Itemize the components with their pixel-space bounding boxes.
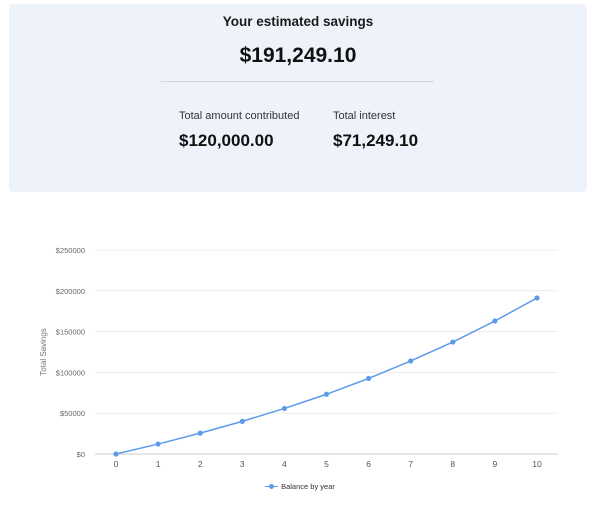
x-tick-label: 1 [156,459,161,469]
data-point [197,430,203,436]
y-tick-label: $50000 [60,409,85,418]
y-tick-label: $200000 [56,287,85,296]
x-tick-label: 4 [282,459,287,469]
total-contributed-label: Total amount contributed [179,110,300,122]
legend-line-marker-icon [265,483,279,490]
data-point [492,318,498,324]
data-point [450,339,456,345]
x-tick-label: 7 [408,459,413,469]
data-point [323,391,330,397]
y-tick-label: $150000 [56,328,85,337]
series-line [115,297,538,455]
estimated-savings-value: $191,249.10 [239,44,357,67]
x-tick-label: 10 [532,459,542,469]
total-contributed-stat: Total amount contributed $120,000.00 [179,110,299,151]
total-contributed-value: $120,000.00 [179,131,274,150]
y-tick-label: $100000 [56,368,85,377]
total-interest-label: Total interest [333,110,396,122]
data-point [408,358,414,364]
balance-chart-svg: $0 $50000 $100000 $150000 $200000 $250000 0 1 2 3… [39,246,558,469]
y-tick-label: $250000 [56,246,85,255]
data-point [366,375,372,382]
y-axis-label: Total Savings [39,328,48,376]
data-point [113,451,119,457]
data-point [155,441,161,447]
estimated-savings-label: Your estimated savings [222,14,374,29]
x-tick-label: 5 [324,459,329,469]
x-tick-label: 8 [450,459,455,469]
x-tick-label: 2 [198,459,203,469]
total-interest-value: $71,249.10 [333,131,419,150]
y-tick-label: $0 [77,450,85,459]
x-tick-label: 0 [114,459,119,469]
data-point [281,405,287,412]
legend-label: Balance by year [281,482,335,491]
summary-divider [161,81,434,82]
data-point [239,418,245,424]
x-tick-label: 3 [240,459,245,469]
savings-summary-card: Your estimated savings $191,249.10 Total… [9,4,587,192]
data-point [534,295,540,301]
chart-legend[interactable]: Balance by year [0,482,600,491]
total-interest-stat: Total interest $71,249.10 [333,110,418,151]
x-tick-label: 6 [366,459,371,469]
balance-chart: $0 $50000 $100000 $150000 $200000 $250000 0 1 2 3… [0,230,600,500]
x-tick-label: 9 [493,459,498,469]
